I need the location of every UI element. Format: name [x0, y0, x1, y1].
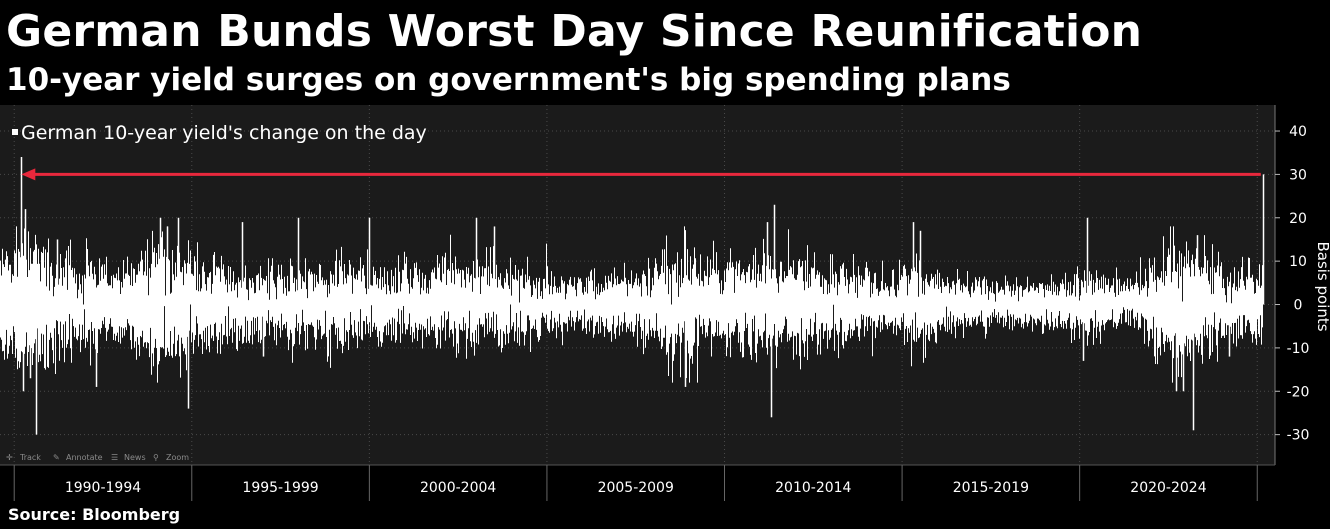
y-tick-label-5: -10	[1287, 341, 1310, 357]
legend-label: German 10-year yield's change on the day	[21, 122, 427, 144]
x-period-label-5: 2015-2019	[953, 480, 1029, 496]
chart-toolbar: ✛ Track ✎ Annotate ☰ News ⚲ Zoom	[6, 453, 189, 462]
pencil-icon: ✎	[53, 453, 60, 462]
y-tick-label-3: 10	[1289, 254, 1307, 270]
y-tick-label-4: 0	[1294, 298, 1303, 314]
y-tick-label-1: 30	[1289, 167, 1307, 183]
x-period-label-1: 1995-1999	[242, 480, 318, 496]
series-bars	[0, 157, 1265, 435]
page-subtitle: 10-year yield surges on government's big…	[6, 62, 1011, 98]
x-period-label-4: 2010-2014	[775, 480, 851, 496]
chart: German 10-year yield's change on the day…	[0, 105, 1330, 501]
toolbar-track-label: Track	[19, 453, 41, 462]
annotation-arrow	[21, 168, 1261, 181]
legend-swatch	[12, 129, 18, 135]
y-axis-label: Basis points	[1314, 241, 1330, 331]
source-note: Source: Bloomberg	[8, 505, 181, 524]
legend: German 10-year yield's change on the day	[12, 122, 427, 144]
x-period-label-3: 2005-2009	[598, 480, 674, 496]
y-tick-label-6: -20	[1287, 384, 1310, 400]
page-title: German Bunds Worst Day Since Reunificati…	[6, 6, 1143, 57]
y-axis: 40 30 20 10 0 -10 -20 -30	[1274, 105, 1310, 465]
toolbar-item-zoom[interactable]: ⚲ Zoom	[153, 453, 189, 462]
magnifier-icon: ⚲	[153, 453, 159, 462]
x-period-label-2: 2000-2004	[420, 480, 496, 496]
x-period-label-0: 1990-1994	[65, 480, 141, 496]
arrow-head	[21, 168, 36, 181]
toolbar-news-label: News	[124, 453, 146, 462]
toolbar-item-annotate[interactable]: ✎ Annotate	[53, 453, 103, 462]
y-tick-label-7: -30	[1287, 428, 1310, 444]
toolbar-annotate-label: Annotate	[66, 453, 103, 462]
crosshair-icon: ✛	[6, 453, 13, 462]
x-axis: 1990-1994 1995-1999 2000-2004 2005-2009 2010…	[0, 464, 1275, 501]
x-period-label-6: 2020-2024	[1130, 480, 1206, 496]
daily-change-bars	[0, 226, 1263, 383]
y-tick-label-2: 20	[1289, 211, 1307, 227]
toolbar-item-track[interactable]: ✛ Track	[6, 453, 41, 462]
news-icon: ☰	[111, 453, 118, 462]
toolbar-zoom-label: Zoom	[166, 453, 189, 462]
toolbar-item-news[interactable]: ☰ News	[111, 453, 146, 462]
y-tick-label-0: 40	[1289, 124, 1307, 140]
